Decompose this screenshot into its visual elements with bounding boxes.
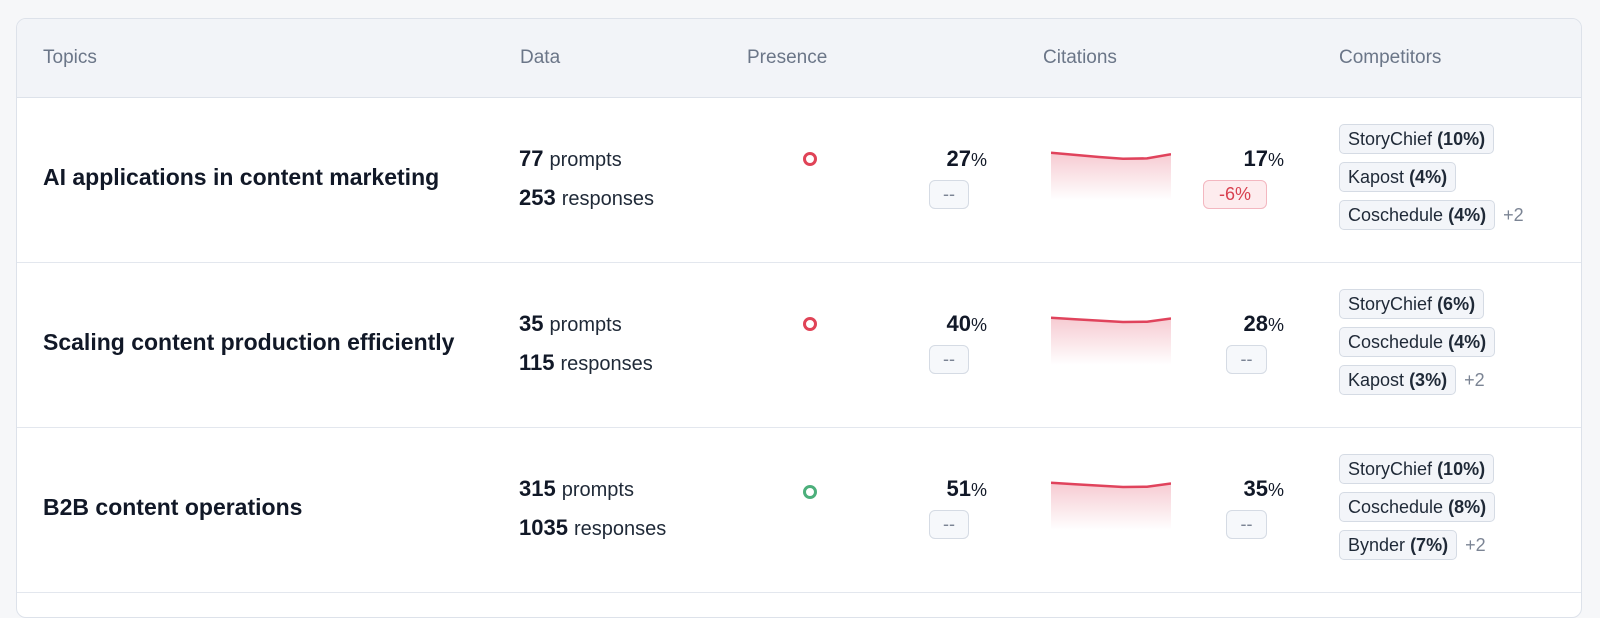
competitor-tag[interactable]: Coschedule (8%): [1339, 492, 1496, 522]
prompts-count: 77 prompts: [519, 146, 622, 171]
topic-name[interactable]: AI applications in content marketing: [43, 164, 440, 190]
responses-count: 115 responses: [519, 350, 653, 375]
header-competitors[interactable]: Competitors: [1339, 47, 1442, 68]
competitors-list: StoryChief (10%) Kapost (4%) Coschedule …: [1339, 120, 1524, 234]
header-topics[interactable]: Topics: [43, 47, 97, 68]
prompts-count: 35 prompts: [519, 311, 622, 336]
table-row[interactable]: AI applications in content marketing 77 p…: [17, 98, 1581, 263]
presence-pct: 27%: [946, 146, 988, 171]
competitor-tag[interactable]: Bynder (7%): [1339, 530, 1458, 560]
citations-sparkline: [1051, 316, 1171, 365]
sparkline-area: [1051, 152, 1171, 200]
responses-count: 253 responses: [519, 185, 654, 210]
table-row[interactable]: B2B content operations 315 prompts 1035 re…: [17, 428, 1581, 593]
citations-change-badge: -6%: [1203, 180, 1267, 209]
competitor-tag[interactable]: Kapost (4%): [1339, 162, 1457, 192]
competitors-list: StoryChief (10%) Coschedule (8%) Bynder …: [1339, 450, 1496, 564]
sparkline-area: [1051, 482, 1171, 530]
competitor-tag[interactable]: StoryChief (10%): [1339, 454, 1495, 484]
competitor-tag[interactable]: Kapost (3%): [1339, 365, 1457, 395]
citations-change-badge: --: [1226, 510, 1267, 539]
presence-pct: 51%: [946, 476, 988, 501]
citations-change-badge: --: [1226, 345, 1267, 374]
competitor-tag[interactable]: Coschedule (4%): [1339, 200, 1496, 230]
presence-status-dot: [803, 317, 817, 331]
citations-pct: 35%: [1243, 476, 1285, 501]
more-competitors-link[interactable]: +2: [1465, 534, 1486, 555]
sparkline-line: [1051, 316, 1171, 324]
competitors-list: StoryChief (6%) Coschedule (4%) Kapost (…: [1339, 285, 1496, 399]
sparkline-line: [1051, 151, 1171, 160]
responses-count: 1035 responses: [519, 515, 667, 540]
table-row[interactable]: Scaling content production efficiently 3…: [17, 263, 1581, 428]
competitor-tag[interactable]: StoryChief (6%): [1339, 289, 1485, 319]
presence-status-dot: [803, 152, 817, 166]
topic-name[interactable]: Scaling content production efficiently: [43, 329, 455, 355]
prompts-count: 315 prompts: [519, 476, 634, 501]
more-competitors-link[interactable]: +2: [1464, 369, 1485, 390]
presence-status-dot: [803, 485, 817, 499]
presence-change-badge: --: [929, 180, 969, 209]
competitor-tag[interactable]: Coschedule (4%): [1339, 327, 1496, 357]
citations-sparkline: [1051, 481, 1171, 530]
sparkline-area: [1051, 317, 1171, 365]
table-header: Topics Data Presence Citations Competito…: [17, 19, 1581, 98]
citations-pct: 28%: [1243, 311, 1285, 336]
citations-sparkline: [1051, 151, 1171, 200]
citations-pct: 17%: [1243, 146, 1285, 171]
header-presence[interactable]: Presence: [747, 47, 828, 68]
sparkline-line: [1051, 481, 1171, 489]
presence-pct: 40%: [946, 311, 988, 336]
topics-table: Topics Data Presence Citations Competito…: [16, 18, 1582, 618]
topic-name[interactable]: B2B content operations: [43, 494, 303, 520]
header-data[interactable]: Data: [520, 47, 561, 68]
presence-change-badge: --: [929, 345, 969, 374]
header-citations[interactable]: Citations: [1043, 47, 1117, 68]
more-competitors-link[interactable]: +2: [1503, 204, 1524, 225]
presence-change-badge: --: [929, 510, 969, 539]
competitor-tag[interactable]: StoryChief (10%): [1339, 124, 1495, 154]
